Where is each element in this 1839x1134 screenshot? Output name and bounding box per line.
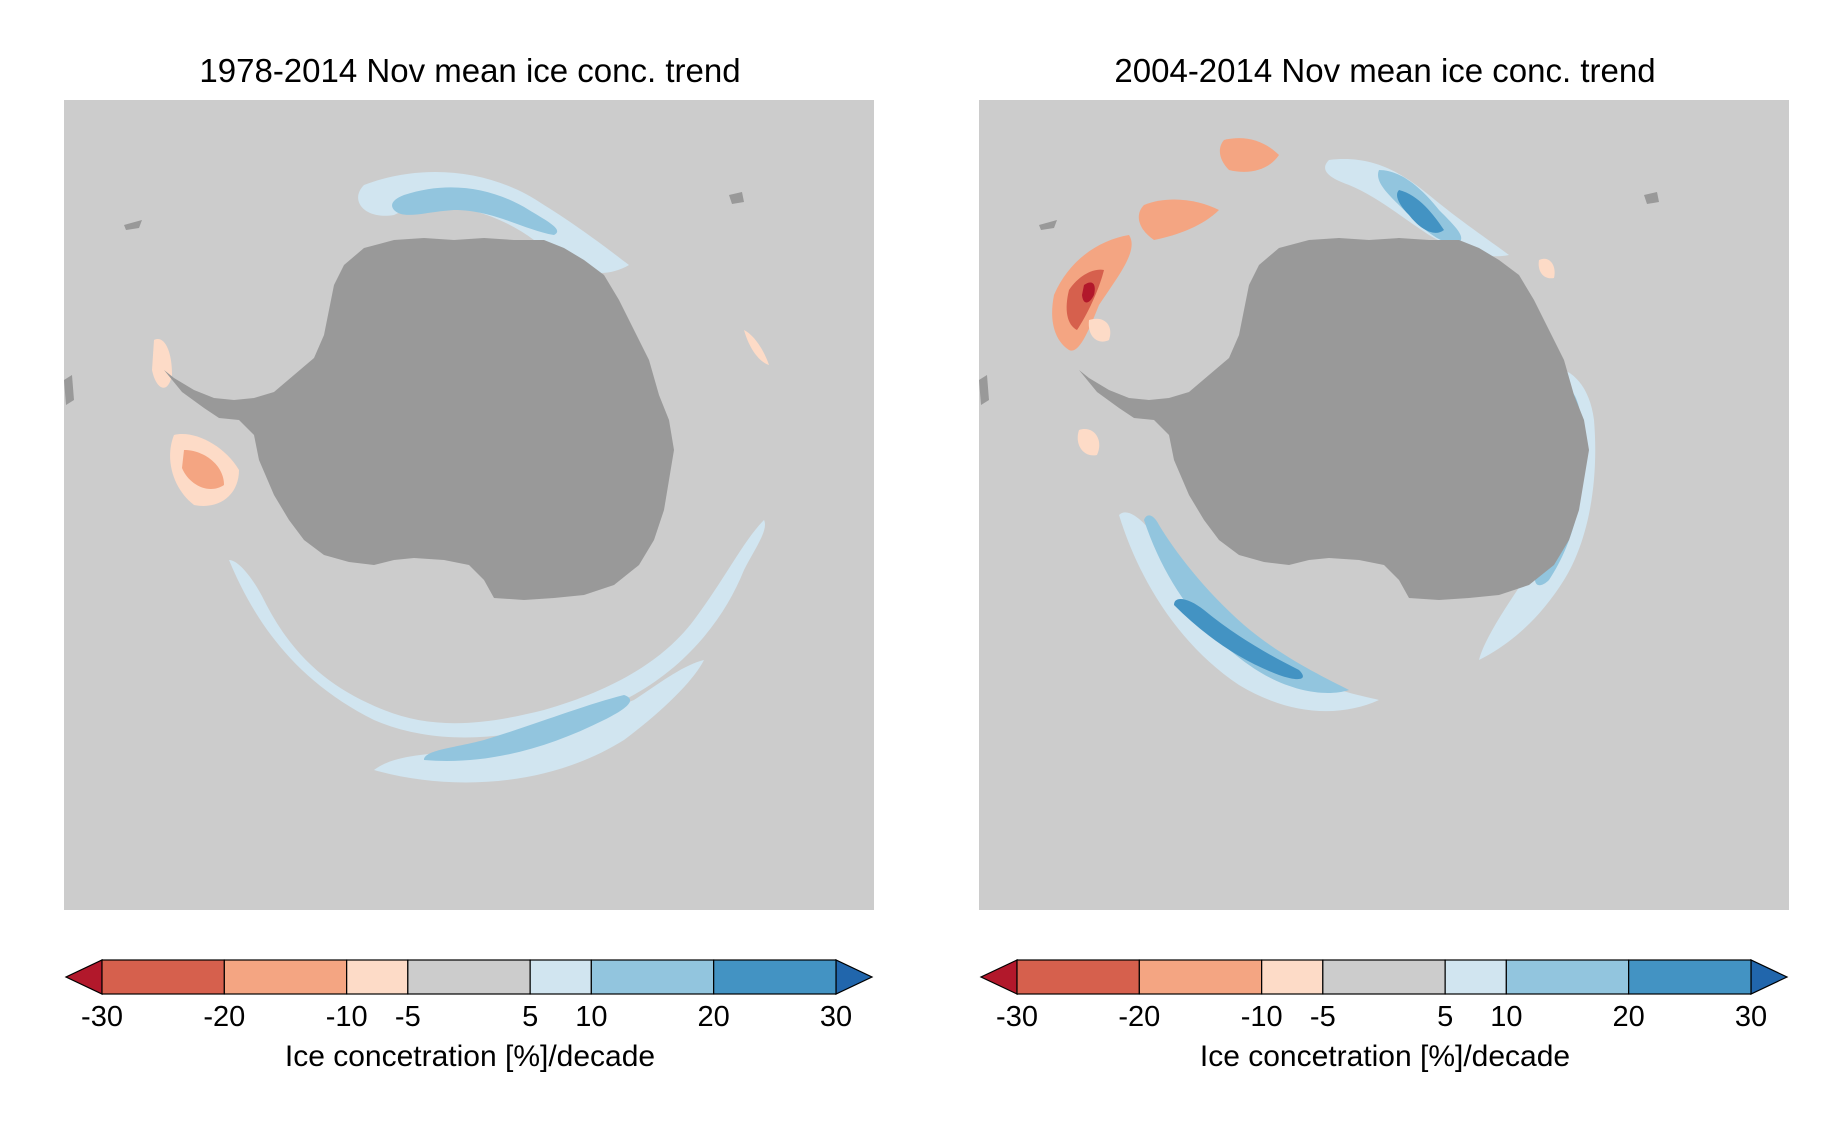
island: [1644, 192, 1659, 204]
antarctica-landmass: [164, 238, 674, 600]
colorbar: -30 -20 -10 -5 5 10 20 30: [64, 959, 874, 1033]
trend-region-light-red: [744, 330, 769, 365]
trend-region-light-blue: [1119, 512, 1379, 712]
island: [64, 375, 74, 405]
colorbar-tick-label: -10: [1241, 1001, 1283, 1033]
antarctic-map: [979, 100, 1789, 910]
antarctica-landmass: [1079, 238, 1589, 600]
trend-region-light-blue: [229, 520, 765, 738]
trend-region-mid-blue: [424, 695, 631, 761]
colorbar-extend-max: [1750, 959, 1789, 995]
colorbar-block: [1261, 959, 1324, 995]
colorbar-block: [1505, 959, 1630, 995]
colorbar-block: [713, 959, 837, 995]
trend-region-light-red: [152, 339, 172, 388]
colorbar-tick-label: 10: [1490, 1001, 1522, 1033]
colorbar-block: [1322, 959, 1446, 995]
colorbar-tick-label: -10: [326, 1001, 368, 1033]
colorbar-tick-label: 30: [1735, 1001, 1767, 1033]
trend-region-blue: [1397, 190, 1444, 233]
colorbar: -30 -20 -10 -5 5 10 20 30: [979, 959, 1789, 1033]
colorbar-block: [101, 959, 225, 995]
colorbar-extend-min: [979, 959, 1018, 995]
trend-region-deepest-red: [1082, 282, 1095, 303]
colorbar-tick-label: 30: [820, 1001, 852, 1033]
colorbar-label: Ice concetration [%]/decade: [284, 1040, 656, 1073]
colorbar-block: [1138, 959, 1263, 995]
colorbar-block: [223, 959, 348, 995]
colorbar-tick-label: -5: [1310, 1001, 1336, 1033]
trend-region-red: [182, 450, 224, 489]
colorbar-ticks: -30 -20 -10 -5 5 10 20 30: [996, 1001, 1767, 1033]
trend-region-light-red: [1077, 429, 1100, 456]
trend-region-mid-blue: [392, 187, 558, 235]
trend-region-red: [1138, 199, 1219, 240]
colorbar-ticks: -30 -20 -10 -5 5 10 20 30: [81, 1001, 852, 1033]
colorbar-tick-label: -30: [996, 1001, 1038, 1033]
island: [124, 220, 142, 230]
island: [729, 192, 744, 204]
panel-2004-2014: 2004-2014 Nov mean ice conc. trend: [955, 0, 1815, 1134]
colorbar-tick-label: -20: [1118, 1001, 1160, 1033]
map-title: 1978-2014 Nov mean ice conc. trend: [199, 52, 741, 89]
colorbar-tick-label: 5: [1437, 1001, 1453, 1033]
colorbar-block: [346, 959, 409, 995]
island: [1039, 220, 1057, 230]
colorbar-tick-label: -20: [203, 1001, 245, 1033]
colorbar-blocks: [64, 959, 874, 995]
panel-1978-2014: 1978-2014 Nov mean ice conc. trend -30 -2…: [40, 0, 900, 1134]
colorbar-tick-label: -30: [81, 1001, 123, 1033]
colorbar-block: [407, 959, 531, 995]
colorbar-tick-label: 20: [698, 1001, 730, 1033]
trend-region-light-red: [1538, 258, 1555, 279]
colorbar-block: [1016, 959, 1140, 995]
colorbar-blocks: [979, 959, 1789, 995]
island: [979, 375, 989, 405]
trend-region-light-red: [1088, 318, 1111, 342]
map-title: 2004-2014 Nov mean ice conc. trend: [1114, 52, 1656, 89]
colorbar-extend-min: [64, 959, 103, 995]
colorbar-block: [529, 959, 592, 995]
antarctic-map: [64, 100, 874, 910]
colorbar-tick-label: -5: [395, 1001, 421, 1033]
colorbar-extend-max: [835, 959, 874, 995]
colorbar-tick-label: 10: [575, 1001, 607, 1033]
colorbar-tick-label: 20: [1613, 1001, 1645, 1033]
colorbar-block: [1444, 959, 1507, 995]
colorbar-block: [1628, 959, 1752, 995]
trend-region-blue: [1174, 598, 1303, 680]
trend-region-red: [1219, 138, 1279, 172]
colorbar-label: Ice concetration [%]/decade: [1199, 1040, 1571, 1073]
colorbar-block: [590, 959, 715, 995]
colorbar-tick-label: 5: [522, 1001, 538, 1033]
